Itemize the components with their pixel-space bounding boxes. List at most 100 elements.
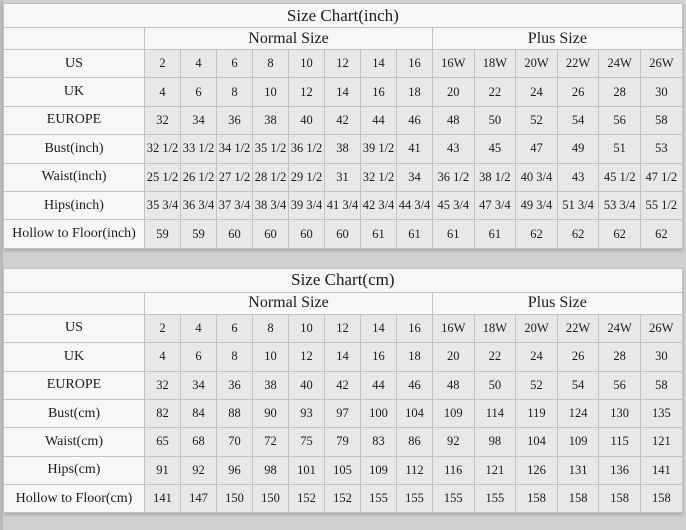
size-value-cell: 22W xyxy=(556,313,600,344)
group-header-plus-size: Plus Size xyxy=(432,291,683,315)
size-value-cell: 20 xyxy=(432,342,475,372)
size-value-cell: 121 xyxy=(473,455,517,486)
size-value-cell: 54 xyxy=(556,370,600,400)
size-value-cell: 152 xyxy=(324,484,361,514)
size-value-cell: 49 xyxy=(556,134,600,164)
row-label: Hollow to Floor(cm) xyxy=(3,484,145,514)
size-value-cell: 46 xyxy=(396,105,433,136)
size-value-cell: 61 xyxy=(360,219,397,249)
size-value-cell: 112 xyxy=(396,455,433,486)
size-value-cell: 32 1/2 xyxy=(360,162,397,192)
table-row: Hips(cm) 91 92 96 98 101 105 109 112 116 121 126 131… xyxy=(3,455,683,486)
size-value-cell: 96 xyxy=(216,455,253,486)
size-value-cell: 36 xyxy=(216,105,253,136)
size-value-cell: 38 3/4 xyxy=(252,190,289,221)
size-value-cell: 42 xyxy=(324,105,361,136)
size-value-cell: 2 xyxy=(144,313,181,344)
size-value-cell: 75 xyxy=(288,427,325,457)
size-value-cell: 30 xyxy=(639,342,683,372)
size-value-cell: 6 xyxy=(216,313,253,344)
table-title-row: Size Chart(cm) xyxy=(3,267,683,293)
size-value-cell: 41 3/4 xyxy=(324,190,361,221)
size-value-cell: 18W xyxy=(473,313,517,344)
size-value-cell: 119 xyxy=(515,398,558,429)
size-value-cell: 38 xyxy=(324,134,361,164)
size-value-cell: 30 xyxy=(639,77,683,107)
size-value-cell: 61 xyxy=(473,219,517,249)
table-title: Size Chart(cm) xyxy=(3,267,683,293)
size-value-cell: 121 xyxy=(639,427,683,457)
table-row: Hollow to Floor(cm) 141 147 150 150 152 152 155… xyxy=(3,484,683,514)
size-value-cell: 62 xyxy=(598,219,641,249)
size-value-cell: 6 xyxy=(216,48,253,79)
size-value-cell: 115 xyxy=(598,427,641,457)
size-value-cell: 50 xyxy=(473,105,517,136)
size-value-cell: 44 xyxy=(360,370,397,400)
table-gap xyxy=(3,249,682,268)
size-value-cell: 68 xyxy=(180,427,217,457)
size-value-cell: 40 xyxy=(288,370,325,400)
size-value-cell: 70 xyxy=(216,427,253,457)
size-value-cell: 105 xyxy=(324,455,361,486)
size-value-cell: 98 xyxy=(473,427,517,457)
size-value-cell: 10 xyxy=(252,77,289,107)
group-header-normal-size: Normal Size xyxy=(144,291,433,315)
size-value-cell: 16 xyxy=(360,77,397,107)
table-row: Waist(inch) 25 1/2 26 1/2 27 1/2 28 1/2 29 1/… xyxy=(3,162,683,192)
group-header-row: Normal Size Plus Size xyxy=(3,27,683,50)
size-value-cell: 82 xyxy=(144,398,181,429)
size-value-cell: 38 1/2 xyxy=(473,162,517,192)
size-value-cell: 40 xyxy=(288,105,325,136)
size-value-cell: 136 xyxy=(598,455,641,486)
size-value-cell: 60 xyxy=(216,219,253,249)
size-value-cell: 150 xyxy=(216,484,253,514)
size-value-cell: 53 xyxy=(639,134,683,164)
size-value-cell: 45 3/4 xyxy=(432,190,475,221)
size-value-cell: 62 xyxy=(556,219,600,249)
size-value-cell: 32 xyxy=(144,370,181,400)
size-value-cell: 38 xyxy=(252,105,289,136)
size-value-cell: 59 xyxy=(144,219,181,249)
size-value-cell: 16 xyxy=(396,48,433,79)
size-value-cell: 155 xyxy=(360,484,397,514)
size-value-cell: 48 xyxy=(432,105,475,136)
size-value-cell: 36 3/4 xyxy=(180,190,217,221)
row-label: Bust(cm) xyxy=(3,398,145,429)
size-value-cell: 20 xyxy=(432,77,475,107)
table-row: Bust(cm) 82 84 88 90 93 97 100 104 109 114 119 124 13… xyxy=(3,398,683,429)
size-value-cell: 46 xyxy=(396,370,433,400)
row-label: Hips(inch) xyxy=(3,190,145,221)
size-value-cell: 8 xyxy=(216,77,253,107)
size-value-cell: 93 xyxy=(288,398,325,429)
size-value-cell: 22 xyxy=(473,342,517,372)
size-value-cell: 12 xyxy=(324,48,361,79)
row-label: Hips(cm) xyxy=(3,455,145,486)
size-value-cell: 109 xyxy=(360,455,397,486)
size-value-cell: 147 xyxy=(180,484,217,514)
size-value-cell: 24W xyxy=(598,48,641,79)
size-value-cell: 4 xyxy=(144,342,181,372)
size-value-cell: 62 xyxy=(515,219,558,249)
size-value-cell: 28 1/2 xyxy=(252,162,289,192)
size-value-cell: 14 xyxy=(360,313,397,344)
size-value-cell: 92 xyxy=(432,427,475,457)
row-label: Waist(inch) xyxy=(3,162,145,192)
table-row: Bust(inch) 32 1/2 33 1/2 34 1/2 35 1/2 36 1/2… xyxy=(3,134,683,164)
size-value-cell: 33 1/2 xyxy=(180,134,217,164)
size-value-cell: 20W xyxy=(515,48,558,79)
size-value-cell: 158 xyxy=(556,484,600,514)
size-value-cell: 152 xyxy=(288,484,325,514)
size-value-cell: 86 xyxy=(396,427,433,457)
size-value-cell: 22W xyxy=(556,48,600,79)
size-value-cell: 26W xyxy=(639,313,683,344)
size-value-cell: 44 xyxy=(360,105,397,136)
size-value-cell: 88 xyxy=(216,398,253,429)
size-value-cell: 60 xyxy=(252,219,289,249)
size-value-cell: 131 xyxy=(556,455,600,486)
size-value-cell: 50 xyxy=(473,370,517,400)
size-value-cell: 22 xyxy=(473,77,517,107)
size-value-cell: 24 xyxy=(515,342,558,372)
size-value-cell: 48 xyxy=(432,370,475,400)
size-value-cell: 10 xyxy=(288,313,325,344)
size-value-cell: 32 xyxy=(144,105,181,136)
